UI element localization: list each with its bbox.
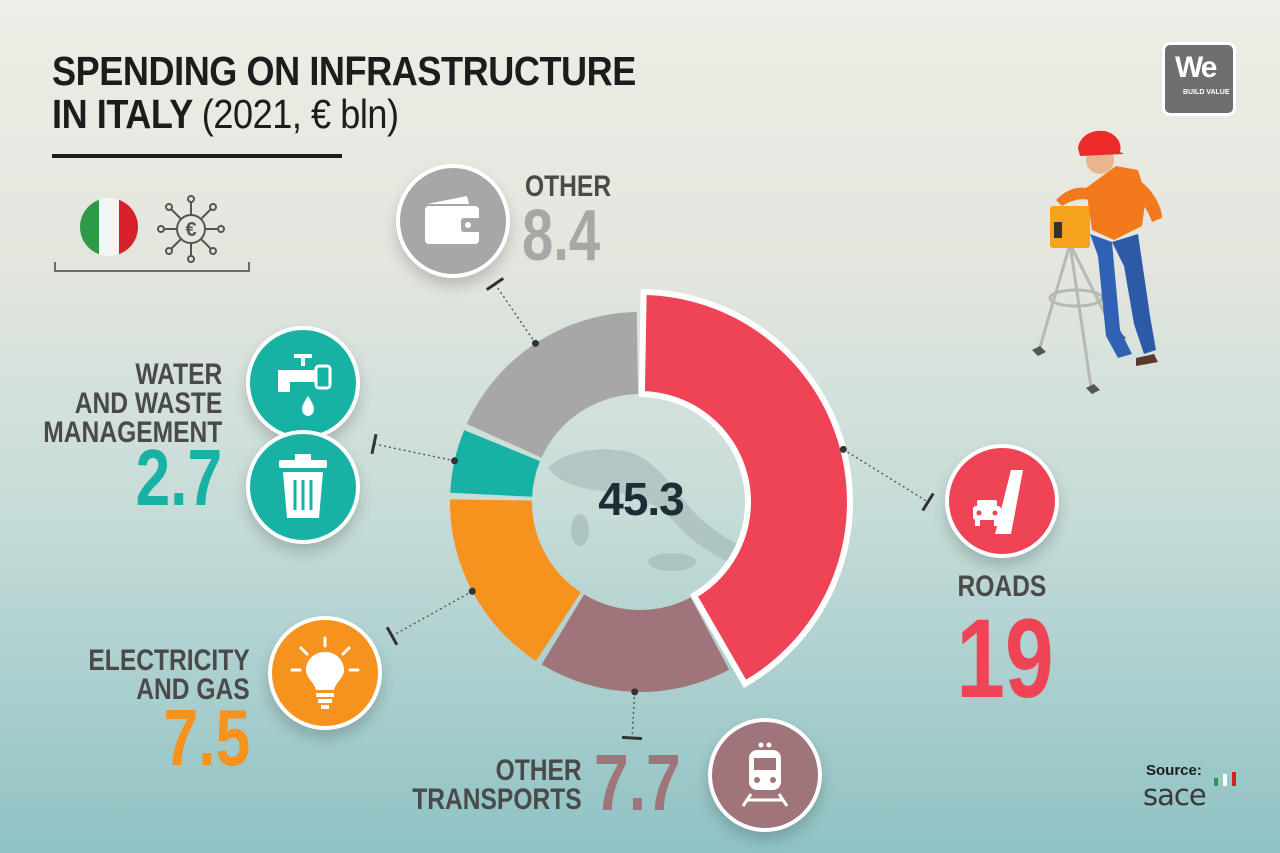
other-leader-tick — [485, 277, 505, 291]
roads-icon-circle — [945, 444, 1059, 558]
title-line-2-light: (2021, € bln) — [201, 91, 399, 137]
water-waste-label-line-1: WATER — [134, 358, 222, 391]
electricity-gas-label-line-1: ELECTRICITY — [88, 644, 250, 677]
other-transports-label-line-2: TRANSPORTS — [412, 783, 582, 816]
water-waste-label-line-3: MANAGEMENT — [42, 416, 222, 449]
chart-title: SPENDING ON INFRASTRUCTURE IN ITALY (202… — [52, 50, 636, 136]
electricity-gas-leader-line — [391, 590, 473, 637]
water-waste-leader-dot — [451, 457, 459, 465]
sace-flag-bars — [1214, 772, 1236, 786]
surveyor-illustration — [1032, 130, 1162, 395]
other-value: 8.4 — [522, 196, 601, 276]
other-transports-label-line-1: OTHER — [495, 754, 582, 787]
other-transports-icon-circle — [708, 718, 822, 832]
water-tap-icon — [278, 354, 332, 416]
other-transports-leader-line — [631, 691, 636, 739]
water-waste-value: 2.7 — [135, 433, 222, 522]
svg-text:€: € — [185, 219, 196, 241]
water-waste-label-line-2: AND WASTE — [74, 387, 222, 420]
other-leader-dot — [531, 339, 539, 347]
roads-value: 19 — [956, 596, 1054, 721]
water-icon-circle — [246, 326, 360, 440]
logo-subtext: BUILD VALUE — [1183, 89, 1230, 96]
euro-network-icon: € — [157, 195, 225, 263]
wallet-icon — [425, 196, 481, 244]
title-underline — [52, 154, 342, 158]
train-icon — [741, 742, 789, 807]
source-logo: sace — [1143, 778, 1207, 812]
electricity-gas-label: ELECTRICITY AND GAS — [88, 644, 250, 706]
other-transports-slice — [541, 594, 730, 692]
other-transports-value: 7.7 — [594, 738, 681, 827]
source-label: Source: — [1146, 762, 1202, 779]
electricity-gas-slice — [450, 499, 581, 662]
title-line-2-bold: IN ITALY — [52, 91, 193, 137]
other-slice — [466, 312, 639, 458]
light-bulb-icon — [290, 636, 360, 709]
electricity-gas-icon-circle — [268, 616, 382, 730]
electricity-gas-value: 7.5 — [163, 693, 250, 782]
other-transports-leader-dot — [631, 688, 639, 696]
cars-road-icon — [973, 470, 1023, 534]
other-transports-label: OTHER TRANSPORTS — [412, 754, 582, 816]
other-leader-line — [494, 283, 537, 344]
roads-leader-dot — [839, 445, 847, 453]
other-label: OTHER — [525, 170, 612, 203]
electricity-gas-label-line-2: AND GAS — [136, 673, 250, 706]
other-icon-circle — [396, 164, 510, 278]
logo-text: We — [1175, 51, 1217, 84]
trash-bin-icon — [279, 454, 327, 518]
roads-leader-tick — [921, 492, 935, 512]
water-waste-leader-line — [373, 443, 455, 462]
waste-icon-circle — [246, 430, 360, 544]
center-total: 45.3 — [598, 473, 685, 525]
we-build-value-logo: We BUILD VALUE — [1162, 42, 1236, 116]
water-waste-slice — [450, 430, 541, 497]
roads-leader-line — [842, 448, 929, 503]
italy-map-silhouette — [548, 449, 747, 571]
water-waste-leader-tick — [370, 433, 378, 455]
roads-label-line: ROADS — [957, 570, 1046, 603]
electricity-gas-leader-tick — [385, 626, 399, 646]
icon-bracket — [54, 262, 250, 272]
roads-label: ROADS — [957, 570, 1046, 603]
other-label-line: OTHER — [525, 170, 612, 203]
roads-slice — [638, 288, 853, 688]
italy-flag-icon — [80, 198, 138, 256]
water-waste-label: WATER AND WASTE MANAGEMENT — [42, 358, 222, 449]
electricity-gas-leader-dot — [468, 587, 476, 595]
title-line-1: SPENDING ON INFRASTRUCTURE — [52, 48, 636, 94]
other-transports-leader-tick — [621, 735, 643, 741]
